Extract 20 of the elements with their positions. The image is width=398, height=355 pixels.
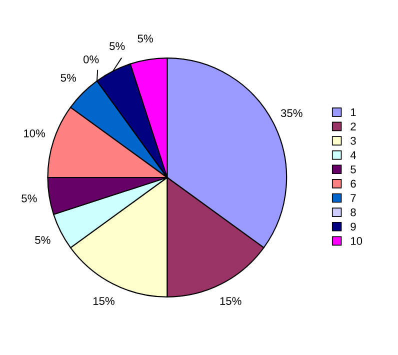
data-label: 5% — [138, 34, 153, 43]
text: 0% — [83, 55, 99, 64]
data-label: 5% — [35, 236, 50, 244]
data-label: 15% — [220, 297, 242, 305]
data-label: 10% — [24, 129, 46, 138]
legend-label: 7 — [350, 194, 356, 202]
legend-label: 1 — [351, 108, 356, 116]
data-label: 5% — [110, 42, 125, 50]
legend-label: 8 — [350, 208, 356, 216]
legend-label: 9 — [350, 222, 356, 231]
legend-label: 10 — [351, 237, 362, 245]
data-label: 15% — [93, 297, 114, 305]
data-label: 35% — [280, 109, 302, 118]
legend-label: 4 — [350, 151, 356, 159]
data-label: 5% — [22, 194, 37, 202]
legend-label: 6 — [350, 180, 356, 188]
legend-label: 2 — [350, 122, 356, 130]
legend-label: 5 — [350, 166, 356, 174]
legend-label: 3 — [350, 136, 356, 145]
data-label: 5% — [60, 74, 76, 82]
